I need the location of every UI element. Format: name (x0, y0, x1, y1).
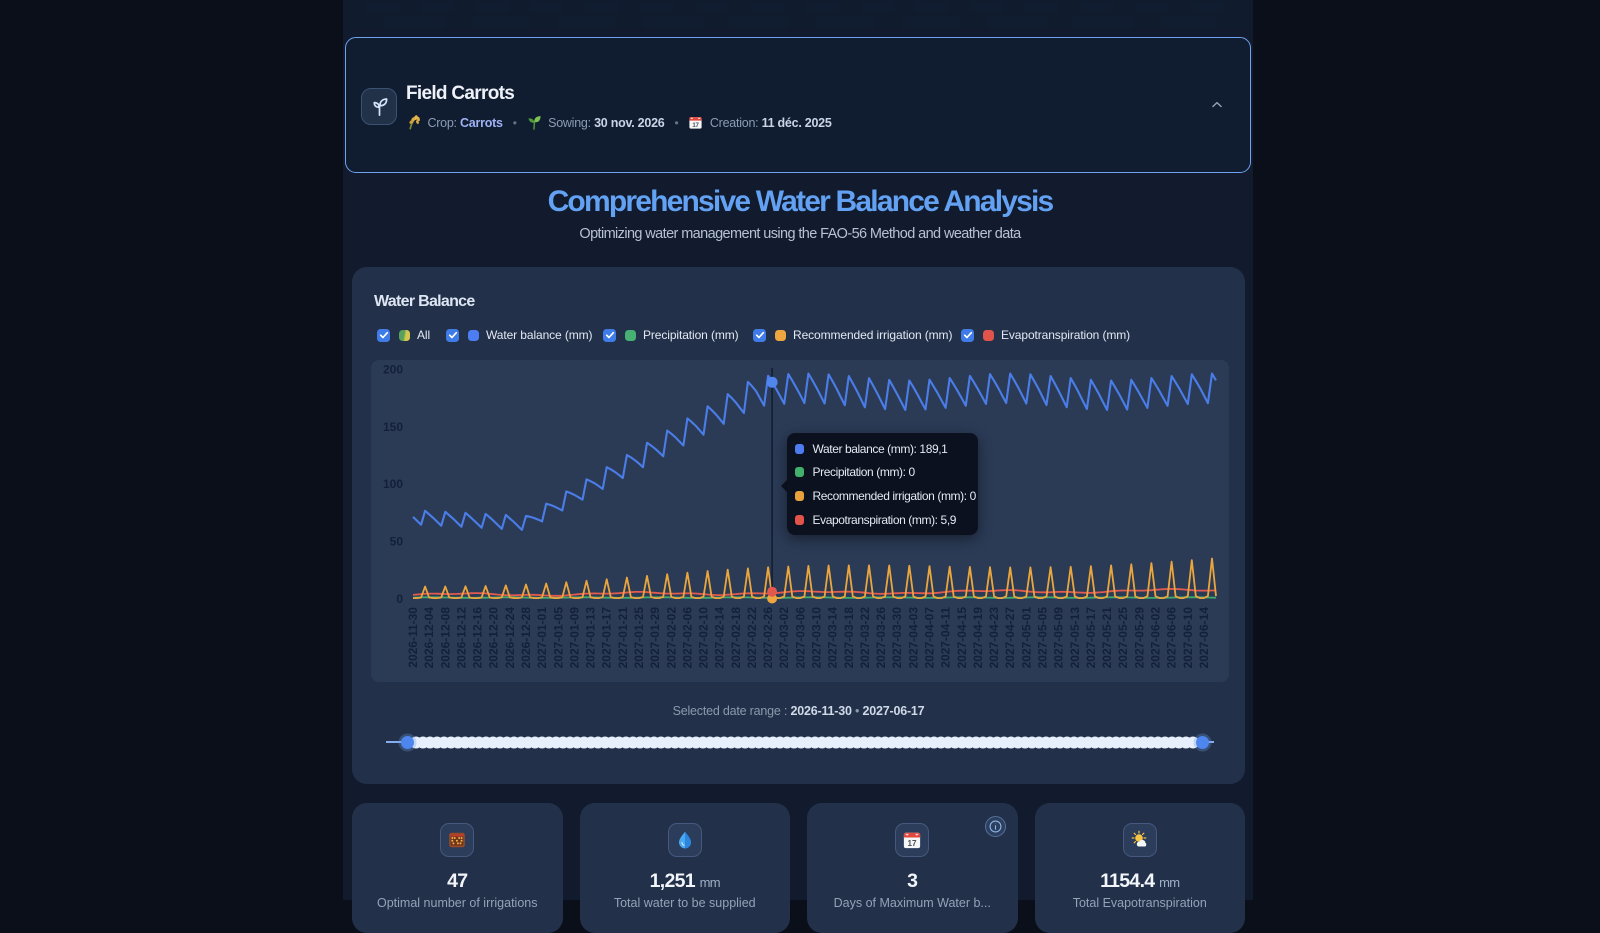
svg-text:2027-03-10: 2027-03-10 (810, 607, 824, 669)
svg-text:2027-01-09: 2027-01-09 (567, 607, 581, 669)
svg-text:2027-02-26: 2027-02-26 (761, 607, 775, 669)
svg-text:2027-05-13: 2027-05-13 (1068, 607, 1082, 669)
svg-text:0: 0 (396, 592, 403, 606)
svg-text:2027-01-21: 2027-01-21 (616, 607, 630, 669)
svg-text:2027-04-27: 2027-04-27 (1003, 607, 1017, 669)
svg-text:100: 100 (383, 477, 403, 491)
svg-text:200: 200 (383, 363, 403, 377)
svg-text:2027-01-29: 2027-01-29 (648, 607, 662, 669)
svg-text:2027-01-17: 2027-01-17 (600, 607, 614, 669)
svg-text:2027-03-22: 2027-03-22 (858, 607, 872, 669)
svg-text:2027-06-14: 2027-06-14 (1197, 607, 1211, 669)
svg-text:2027-02-10: 2027-02-10 (697, 607, 711, 669)
svg-text:2027-04-11: 2027-04-11 (939, 607, 953, 668)
svg-text:2027-01-05: 2027-01-05 (551, 607, 565, 669)
svg-text:2027-02-18: 2027-02-18 (729, 607, 743, 669)
svg-text:2027-04-07: 2027-04-07 (923, 607, 937, 669)
svg-text:2027-04-03: 2027-04-03 (906, 607, 920, 669)
svg-text:2026-12-08: 2026-12-08 (438, 607, 452, 669)
svg-text:2027-03-14: 2027-03-14 (826, 607, 840, 669)
svg-text:150: 150 (383, 420, 403, 434)
svg-text:2027-06-02: 2027-06-02 (1149, 607, 1163, 669)
svg-text:2026-12-16: 2026-12-16 (471, 607, 485, 669)
svg-text:2026-12-24: 2026-12-24 (503, 607, 517, 669)
svg-text:2026-12-04: 2026-12-04 (422, 607, 436, 669)
svg-text:2027-05-01: 2027-05-01 (1019, 607, 1033, 669)
svg-text:2027-02-02: 2027-02-02 (664, 607, 678, 669)
svg-text:2027-05-21: 2027-05-21 (1100, 607, 1114, 669)
svg-text:2027-04-15: 2027-04-15 (955, 607, 969, 669)
svg-text:2027-04-23: 2027-04-23 (987, 607, 1001, 669)
svg-text:2027-06-06: 2027-06-06 (1165, 607, 1179, 669)
svg-text:2027-03-26: 2027-03-26 (874, 607, 888, 669)
svg-text:2027-05-09: 2027-05-09 (1052, 607, 1066, 669)
svg-text:2027-03-02: 2027-03-02 (777, 607, 791, 669)
svg-text:2027-02-14: 2027-02-14 (713, 607, 727, 669)
svg-text:2027-05-17: 2027-05-17 (1084, 607, 1098, 669)
svg-text:2027-05-25: 2027-05-25 (1116, 607, 1130, 669)
svg-text:50: 50 (390, 535, 404, 549)
svg-text:2027-03-06: 2027-03-06 (793, 607, 807, 669)
svg-text:2027-04-19: 2027-04-19 (971, 607, 985, 669)
svg-text:2027-01-01: 2027-01-01 (535, 607, 549, 669)
svg-text:2026-11-30: 2026-11-30 (406, 607, 420, 668)
svg-text:2027-03-18: 2027-03-18 (842, 607, 856, 669)
svg-text:2026-12-12: 2026-12-12 (454, 607, 468, 669)
svg-text:2026-12-28: 2026-12-28 (519, 607, 533, 669)
svg-text:2027-05-05: 2027-05-05 (1036, 607, 1050, 669)
svg-text:2027-06-10: 2027-06-10 (1181, 607, 1195, 669)
svg-text:2026-12-20: 2026-12-20 (487, 607, 501, 669)
svg-text:2027-01-13: 2027-01-13 (584, 607, 598, 669)
svg-text:17: 17 (908, 839, 918, 848)
svg-text:2027-02-06: 2027-02-06 (680, 607, 694, 669)
svg-text:2027-02-22: 2027-02-22 (745, 607, 759, 669)
svg-text:2027-05-29: 2027-05-29 (1132, 607, 1146, 669)
svg-text:2027-01-25: 2027-01-25 (632, 607, 646, 669)
svg-text:17: 17 (693, 122, 700, 129)
svg-text:2027-03-30: 2027-03-30 (890, 607, 904, 669)
